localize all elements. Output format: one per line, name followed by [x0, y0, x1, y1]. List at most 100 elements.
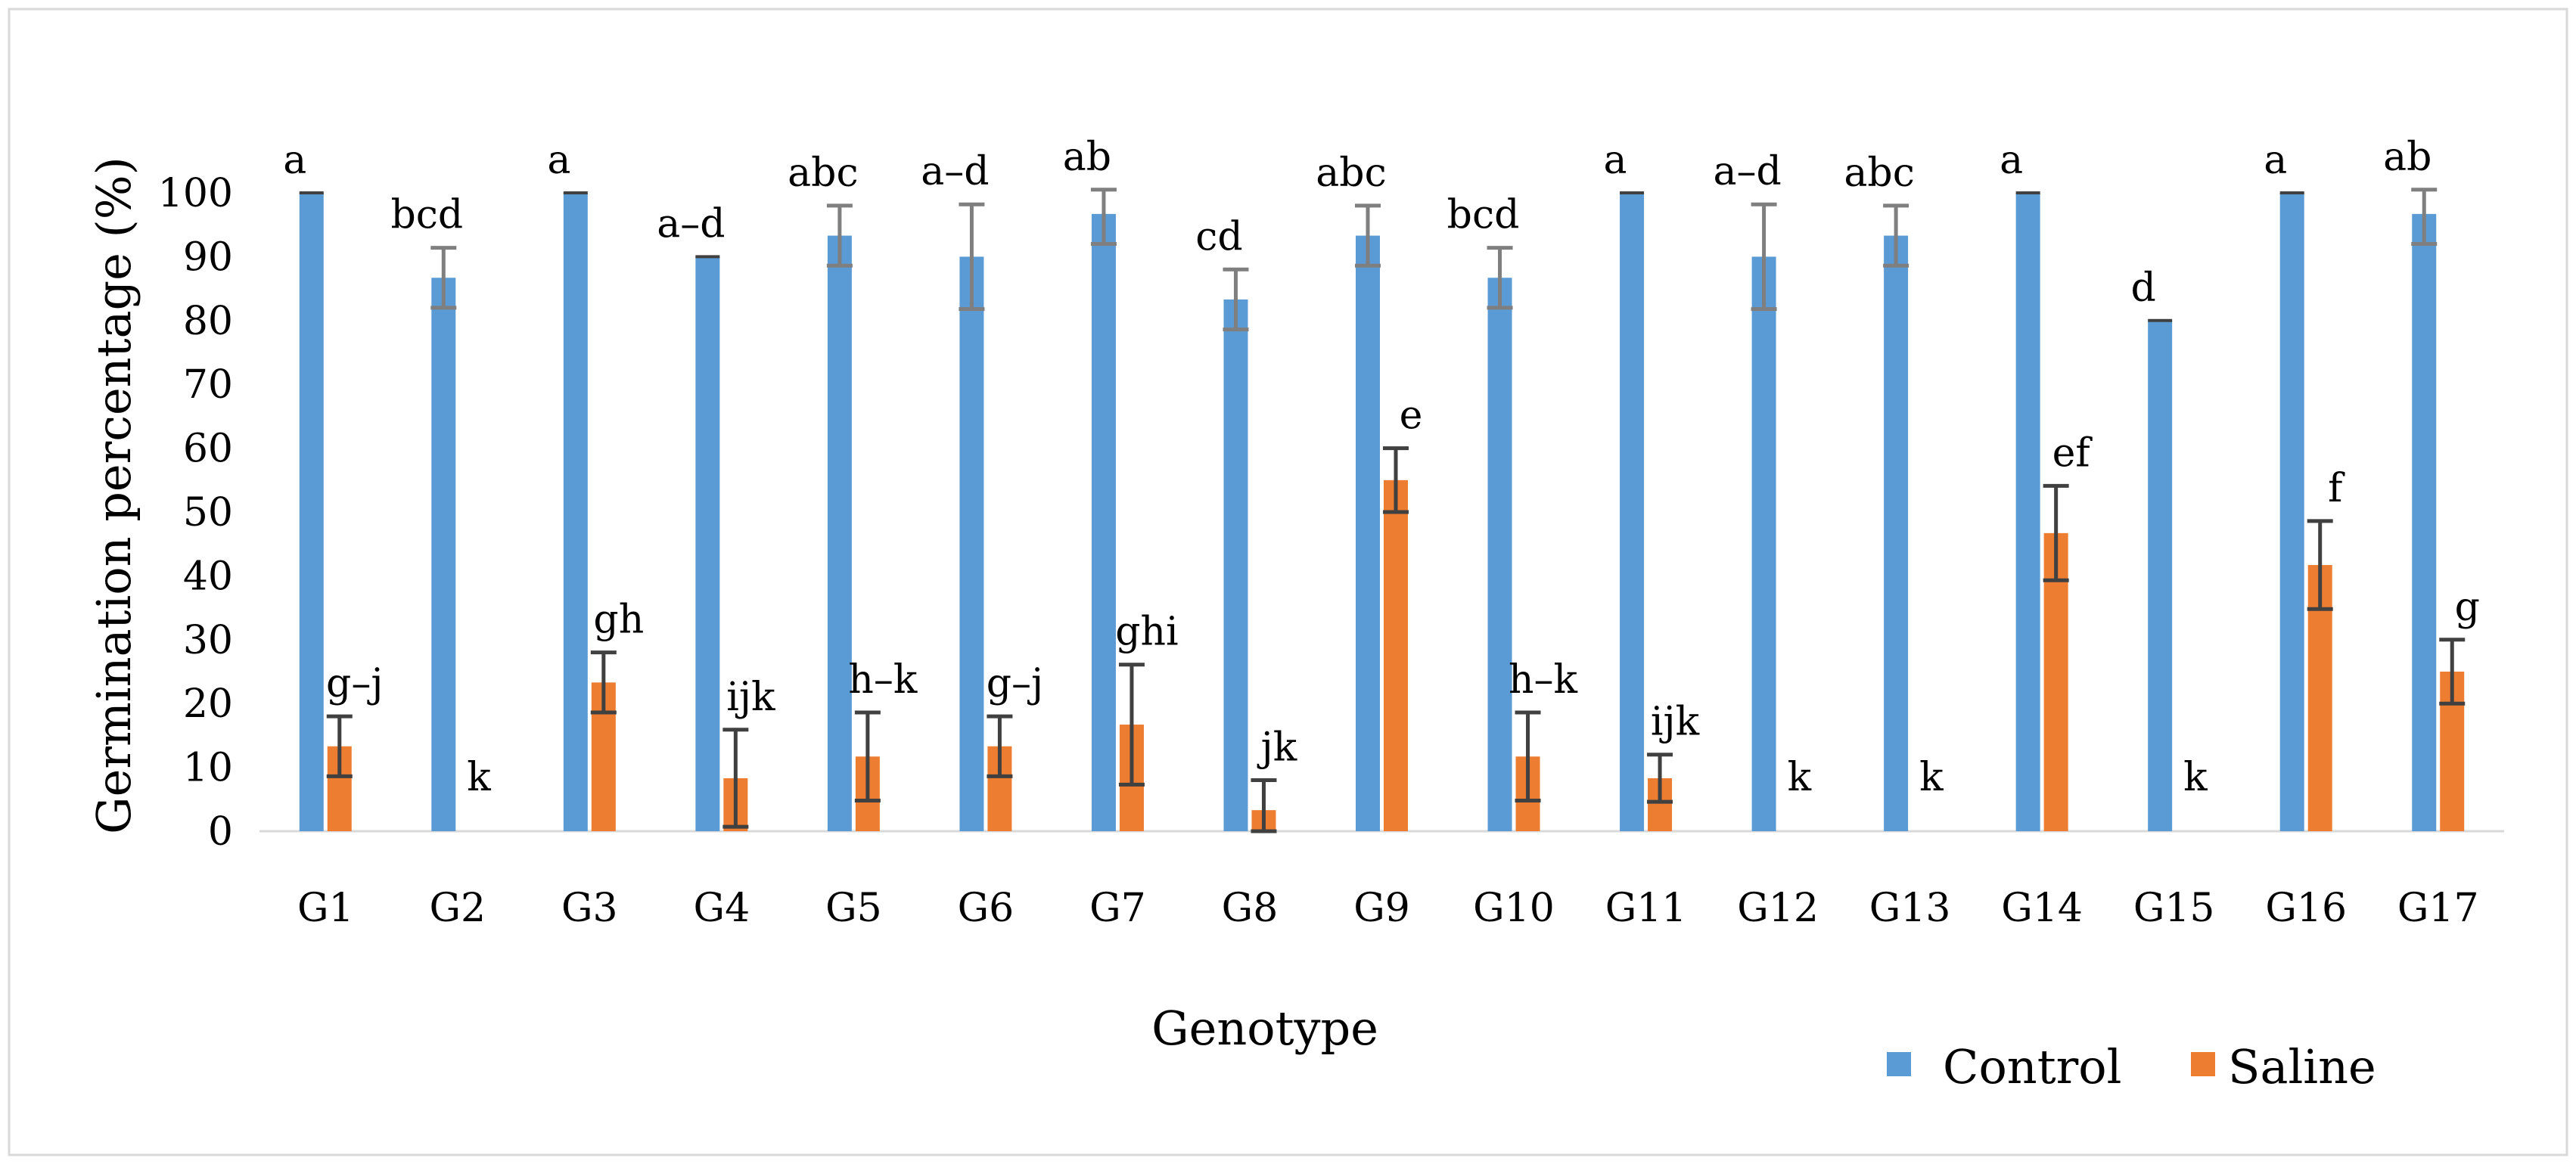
- error-bar-control-g5: [826, 203, 853, 268]
- sig-label-saline-g2: k: [467, 755, 491, 800]
- error-bar-control-g13: [1883, 203, 1909, 268]
- significance-labels: ag–jbcdkagha–dijkabch–ka–dg–jabghicdjkab…: [283, 135, 2480, 800]
- y-tick-label-80: 80: [183, 299, 233, 344]
- error-bar-saline-g14: [2043, 483, 2069, 582]
- y-axis-ticks: 0 10 20 30 40 50 60 70 80 90 100: [158, 171, 233, 855]
- sig-label-control-g12: a–d: [1713, 149, 1781, 194]
- sig-label-saline-g17: g: [2455, 585, 2480, 630]
- y-tick-label-0: 0: [208, 809, 233, 855]
- bar-control-g4: [695, 256, 720, 831]
- bars: [299, 193, 2465, 832]
- legend-label-control: Control: [1943, 1039, 2121, 1094]
- sig-label-control-g5: abc: [788, 151, 858, 196]
- sig-label-control-g15: d: [2131, 265, 2156, 311]
- error-bar-control-g12: [1751, 202, 1777, 312]
- legend-swatch-saline: [2191, 1052, 2215, 1076]
- bar-control-g2: [431, 278, 456, 831]
- sig-label-control-g17: ab: [2383, 135, 2432, 180]
- error-bar-saline-g10: [1515, 710, 1541, 802]
- x-axis-title: Genotype: [1151, 1001, 1378, 1056]
- y-tick-label-30: 30: [183, 618, 233, 663]
- bar-control-g11: [1620, 193, 1645, 831]
- sig-label-saline-g12: k: [1788, 755, 1812, 800]
- error-bar-control-g17: [2411, 188, 2438, 247]
- sig-label-control-g1: a: [283, 138, 306, 183]
- error-bar-saline-g11: [1647, 753, 1673, 804]
- x-tick-label-g14: G14: [2001, 886, 2083, 931]
- x-tick-label-g7: G7: [1089, 886, 1146, 931]
- sig-label-saline-g15: k: [2183, 755, 2208, 800]
- error-bar-saline-g4: [722, 728, 749, 829]
- x-tick-label-g5: G5: [825, 886, 882, 931]
- x-tick-label-g8: G8: [1222, 886, 1279, 931]
- error-bar-control-g9: [1355, 203, 1381, 268]
- error-bar-saline-g17: [2439, 638, 2466, 706]
- legend: Control Saline: [1887, 1039, 2376, 1094]
- sig-label-saline-g6: g–j: [987, 661, 1043, 706]
- y-tick-label-10: 10: [183, 746, 233, 791]
- bar-control-g17: [2412, 213, 2437, 831]
- bar-control-g16: [2279, 193, 2304, 831]
- error-bar-saline-g9: [1383, 446, 1409, 514]
- x-tick-label-g16: G16: [2265, 886, 2347, 931]
- bar-control-g13: [1884, 235, 1909, 832]
- y-axis-title: Germination percentage (%): [86, 157, 141, 834]
- error-bar-control-g8: [1223, 267, 1249, 332]
- y-tick-label-50: 50: [183, 490, 233, 535]
- error-bar-control-g7: [1090, 188, 1117, 247]
- sig-label-saline-g13: k: [1919, 755, 1944, 800]
- y-tick-label-60: 60: [183, 427, 233, 472]
- x-tick-label-g11: G11: [1605, 886, 1687, 931]
- sig-label-control-g16: a: [2264, 138, 2287, 183]
- bar-control-g12: [1751, 256, 1776, 831]
- sig-label-saline-g16: f: [2328, 466, 2345, 511]
- error-bar-control-g10: [1487, 246, 1513, 310]
- sig-label-saline-g4: ijk: [726, 675, 775, 720]
- y-tick-label-100: 100: [158, 171, 233, 216]
- bar-saline-g9: [1384, 480, 1408, 831]
- bar-control-g1: [299, 193, 324, 831]
- x-tick-label-g13: G13: [1869, 886, 1951, 931]
- sig-label-control-g13: abc: [1844, 151, 1914, 196]
- sig-label-saline-g7: ghi: [1115, 610, 1178, 655]
- sig-label-saline-g5: h–k: [848, 657, 917, 703]
- y-tick-label-40: 40: [183, 554, 233, 599]
- sig-label-control-g4: a–d: [657, 201, 725, 247]
- y-tick-label-20: 20: [183, 681, 233, 727]
- sig-label-control-g9: abc: [1316, 151, 1386, 196]
- error-bar-control-g2: [430, 246, 457, 310]
- bar-control-g6: [959, 256, 984, 831]
- x-tick-label-g9: G9: [1353, 886, 1410, 931]
- sig-label-saline-g3: gh: [593, 598, 644, 643]
- error-bar-saline-g3: [590, 650, 617, 715]
- sig-label-control-g2: bcd: [390, 193, 463, 238]
- sig-label-saline-g8: jk: [1257, 725, 1297, 770]
- x-tick-label-g17: G17: [2397, 886, 2479, 931]
- bar-control-g14: [2015, 193, 2040, 831]
- error-bar-saline-g7: [1118, 663, 1145, 787]
- sig-label-saline-g11: ijk: [1651, 700, 1700, 745]
- sig-label-control-g14: a: [2000, 138, 2023, 183]
- error-bar-saline-g8: [1251, 778, 1277, 833]
- chart-border: [8, 8, 2568, 1156]
- sig-label-control-g10: bcd: [1447, 193, 1520, 238]
- error-bar-saline-g1: [326, 714, 353, 778]
- error-bar-saline-g5: [854, 710, 881, 802]
- bar-saline-g14: [2043, 532, 2068, 831]
- legend-swatch-control: [1887, 1052, 1911, 1076]
- x-tick-label-g4: G4: [694, 886, 750, 931]
- sig-label-saline-g14: ef: [2052, 430, 2093, 476]
- sig-label-control-g3: a: [547, 138, 570, 183]
- sig-label-saline-g1: g–j: [326, 661, 383, 706]
- bar-control-g3: [563, 193, 588, 831]
- sig-label-control-g6: a–d: [921, 149, 989, 194]
- x-tick-label-g10: G10: [1473, 886, 1555, 931]
- x-tick-label-g3: G3: [561, 886, 618, 931]
- bar-control-g5: [827, 235, 852, 832]
- sig-label-saline-g10: h–k: [1509, 657, 1577, 703]
- x-axis-ticks: G1 G2 G3 G4 G5 G6 G7 G8 G9 G10 G11 G12 G13 G14 G15 G16 G…: [297, 886, 2479, 931]
- sig-label-control-g11: a: [1604, 138, 1627, 183]
- error-bars: [299, 188, 2466, 833]
- bar-control-g7: [1091, 213, 1116, 831]
